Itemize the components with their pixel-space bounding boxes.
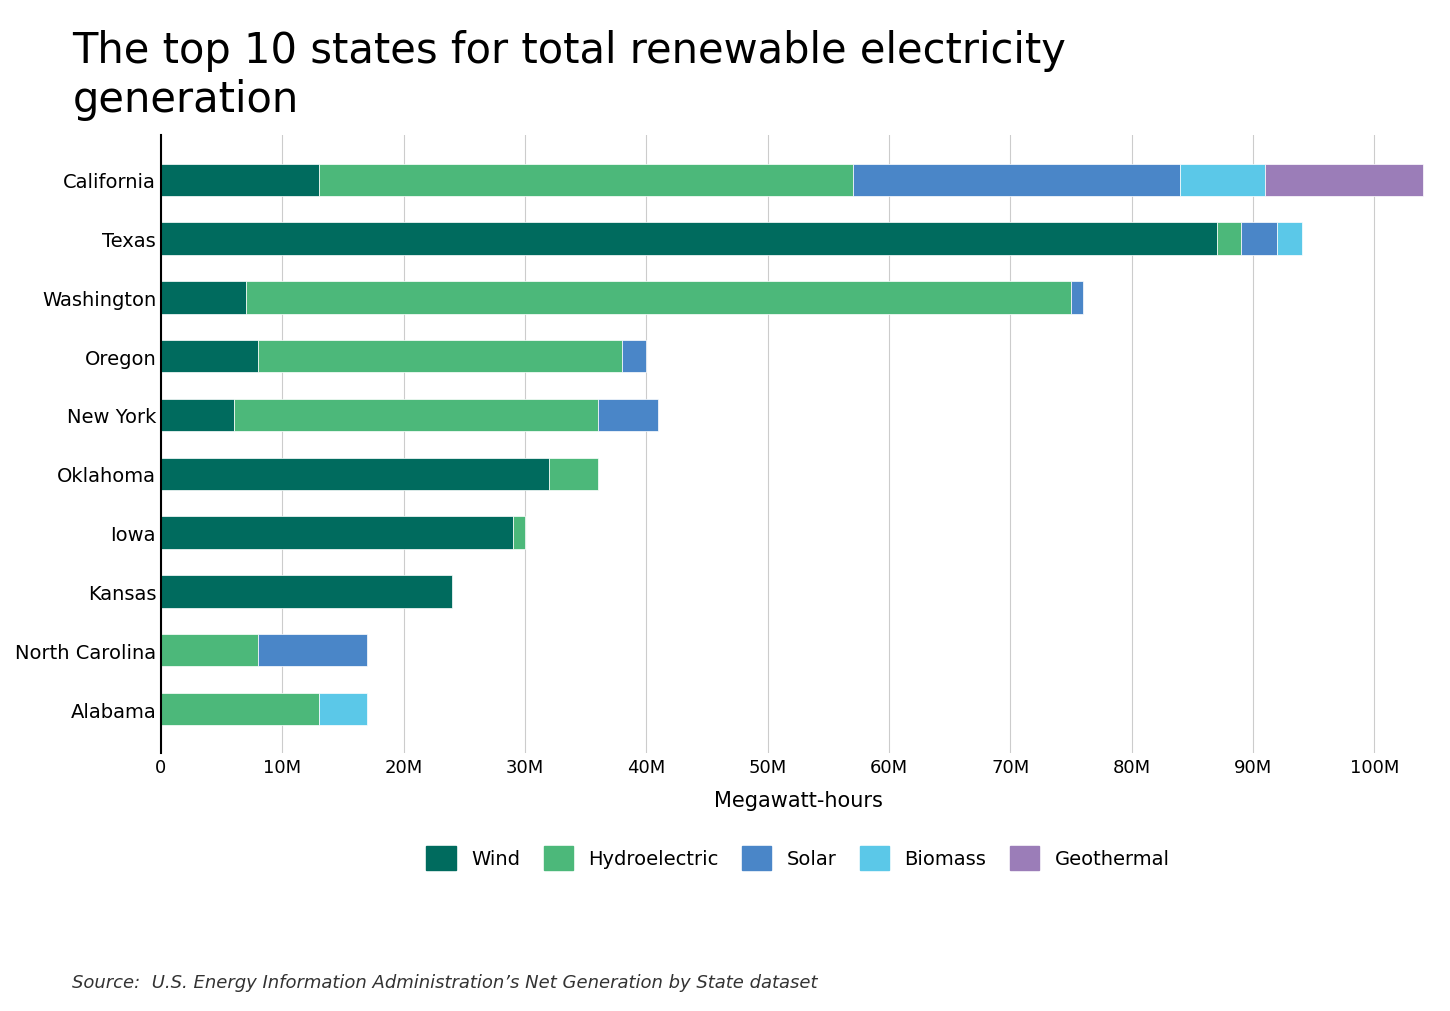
Bar: [161, 517, 513, 549]
Bar: [853, 165, 1180, 197]
X-axis label: Megawatt-hours: Megawatt-hours: [713, 791, 883, 810]
Text: Source:  U.S. Energy Information Administration’s Net Generation by State datase: Source: U.S. Energy Information Administ…: [72, 973, 818, 991]
Bar: [319, 165, 853, 197]
Bar: [161, 282, 246, 314]
Bar: [622, 341, 647, 373]
Bar: [161, 165, 319, 197]
Bar: [550, 458, 597, 490]
Bar: [233, 399, 597, 432]
Bar: [319, 694, 367, 726]
Bar: [161, 458, 550, 490]
Bar: [258, 635, 367, 667]
Text: The top 10 states for total renewable electricity
generation: The top 10 states for total renewable el…: [72, 30, 1066, 121]
Bar: [161, 694, 319, 726]
Bar: [1241, 223, 1277, 256]
Bar: [161, 399, 233, 432]
Bar: [1072, 282, 1083, 314]
Bar: [1277, 223, 1302, 256]
Bar: [161, 635, 258, 667]
Bar: [161, 575, 452, 608]
Bar: [513, 517, 525, 549]
Bar: [161, 341, 258, 373]
Bar: [1180, 165, 1266, 197]
Bar: [161, 223, 1217, 256]
Bar: [597, 399, 658, 432]
Bar: [1217, 223, 1241, 256]
Legend: Wind, Hydroelectric, Solar, Biomass, Geothermal: Wind, Hydroelectric, Solar, Biomass, Geo…: [416, 836, 1179, 880]
Bar: [247, 282, 1072, 314]
Bar: [258, 341, 622, 373]
Bar: [1266, 165, 1422, 197]
